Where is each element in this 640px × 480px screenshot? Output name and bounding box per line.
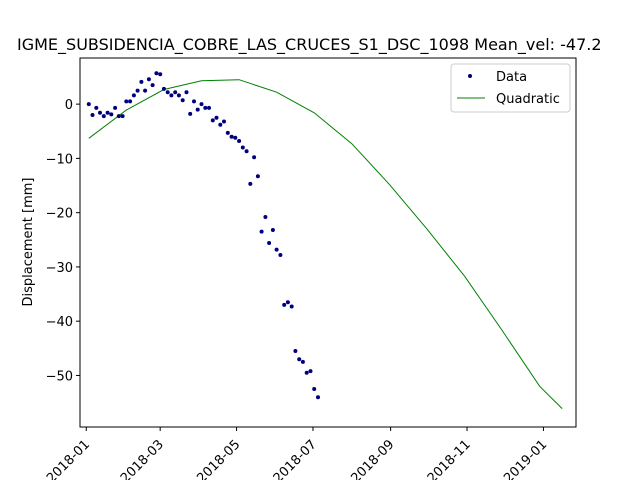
data-point — [274, 247, 279, 252]
data-point — [255, 174, 260, 179]
data-point — [214, 115, 219, 120]
data-point — [225, 130, 230, 135]
data-point — [300, 359, 305, 364]
data-point — [188, 111, 193, 116]
chart-title: IGME_SUBSIDENCIA_COBRE_LAS_CRUCES_S1_DSC… — [17, 35, 602, 55]
data-point — [244, 149, 249, 154]
data-point — [233, 135, 238, 140]
legend-label-quadratic: Quadratic — [496, 92, 560, 107]
data-point — [218, 122, 223, 127]
y-tick-label: −50 — [46, 369, 73, 384]
data-point — [180, 98, 185, 103]
data-point — [135, 88, 140, 93]
data-point — [116, 114, 121, 119]
data-point — [101, 114, 106, 119]
data-point — [248, 181, 253, 186]
legend-label-data: Data — [496, 70, 527, 85]
data-point — [308, 369, 313, 374]
data-point — [278, 253, 283, 257]
data-point — [98, 110, 102, 115]
y-axis-label: Displacement [mm] — [21, 178, 36, 307]
data-point — [124, 99, 129, 104]
data-point — [94, 105, 99, 110]
data-point — [146, 77, 151, 82]
data-point — [161, 86, 166, 91]
y-tick-label: −20 — [46, 207, 73, 222]
data-point — [113, 105, 118, 110]
data-point — [267, 241, 272, 245]
data-point — [150, 83, 155, 88]
data-point — [222, 119, 226, 124]
data-point — [237, 139, 242, 143]
data-point — [207, 105, 211, 110]
data-point — [289, 304, 294, 309]
data-point — [199, 102, 204, 107]
data-point — [210, 118, 215, 123]
series-quadratic-line — [88, 79, 563, 409]
data-point — [297, 357, 302, 362]
data-point — [263, 215, 268, 219]
data-point — [259, 229, 264, 234]
data-point — [139, 79, 144, 84]
legend: Data Quadratic — [450, 63, 571, 113]
data-point — [229, 134, 234, 139]
data-point — [86, 102, 91, 107]
y-tick-label: 0 — [65, 98, 73, 113]
plot-layer — [86, 71, 563, 409]
data-point — [203, 105, 208, 110]
data-point — [195, 107, 200, 112]
data-point — [154, 71, 159, 76]
data-point — [285, 300, 290, 305]
data-point — [90, 113, 95, 117]
data-point — [169, 93, 174, 98]
data-point — [105, 110, 110, 115]
y-tick-label: −40 — [46, 315, 73, 330]
data-point — [165, 90, 170, 95]
data-point — [109, 112, 114, 117]
legend-box — [450, 63, 571, 113]
y-axis: 0 −10 −20 −30 −40 −50 — [46, 98, 80, 384]
data-point — [173, 90, 178, 95]
data-point — [128, 99, 133, 104]
data-point — [158, 72, 163, 77]
legend-marker-data — [468, 74, 472, 78]
data-point — [176, 93, 181, 98]
data-point — [270, 228, 275, 232]
data-point — [120, 114, 125, 119]
y-tick-label: −30 — [46, 261, 73, 276]
data-point — [312, 387, 317, 391]
data-point — [192, 99, 196, 104]
data-point — [131, 93, 136, 98]
data-point — [293, 349, 298, 353]
data-point — [240, 145, 245, 150]
plot-frame — [79, 57, 577, 428]
data-point — [184, 90, 189, 95]
data-point — [304, 370, 309, 375]
y-tick-label: −10 — [46, 152, 73, 167]
data-point — [316, 395, 320, 400]
data-point — [143, 88, 148, 93]
data-point — [282, 302, 287, 307]
data-point — [252, 155, 257, 160]
